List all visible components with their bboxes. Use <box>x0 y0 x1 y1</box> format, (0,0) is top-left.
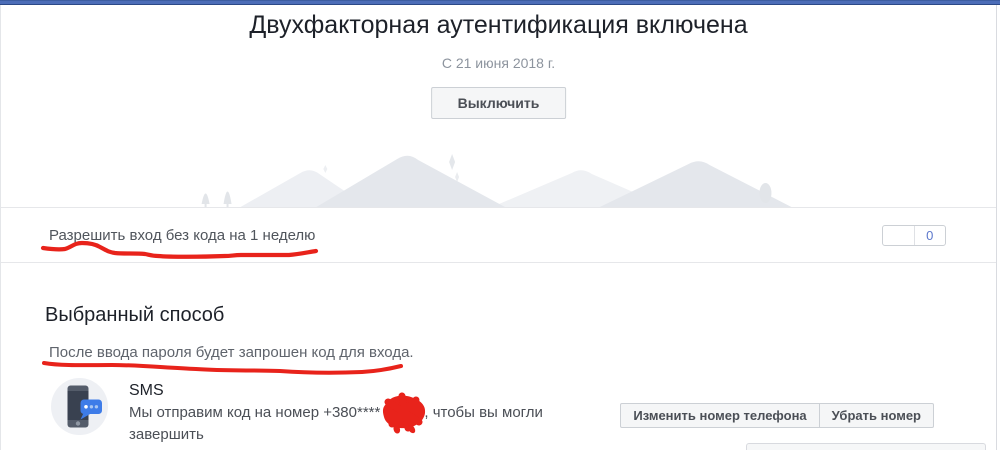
method-description: После ввода пароля будет запрошен код дл… <box>49 344 414 361</box>
passwordless-login-label: Разрешить вход без кода на 1 неделю <box>49 226 316 244</box>
settings-card: Двухфакторная аутентификация включена С … <box>0 5 997 450</box>
sms-desc-before-mask: Мы отправим код на номер +380**** <box>129 404 381 421</box>
turn-off-button[interactable]: Выключить <box>430 87 567 119</box>
remove-number-button[interactable]: Убрать номер <box>819 403 934 428</box>
change-phone-number-button[interactable]: Изменить номер телефона <box>620 403 820 428</box>
counter-value: 0 <box>926 227 934 243</box>
week-counter-control[interactable]: 0 <box>882 224 946 246</box>
masked-phone-digits <box>380 392 426 434</box>
page-title: Двухфакторная аутентификация включена <box>249 11 748 39</box>
sms-desc-line2: настройку. <box>129 448 202 450</box>
sms-method-description: Мы отправим код на номер +380**** , чтоб… <box>129 392 620 450</box>
sms-method-title: SMS <box>129 382 164 399</box>
passwordless-login-row: Разрешить вход без кода на 1 неделю 0 <box>1 207 996 263</box>
top-blue-bar <box>0 0 1000 5</box>
next-section-cutoff-panel <box>746 443 986 450</box>
enabled-since-text: С 21 июня 2018 г. <box>441 55 556 71</box>
counter-empty-cell[interactable] <box>883 225 915 245</box>
selected-method-heading: Выбранный способ <box>45 304 225 326</box>
mountains-illustration-icon <box>201 154 792 207</box>
sms-actions-group: Изменить номер телефона Убрать номер <box>620 403 934 428</box>
sms-desc-after-mask: , чтобы вы могли завершить <box>129 404 543 443</box>
sms-avatar <box>51 378 108 435</box>
phone-sms-icon <box>67 385 102 428</box>
sms-text-block: SMS Мы отправим код на номер +380**** , … <box>129 378 620 450</box>
sms-method-row: SMS Мы отправим код на номер +380**** , … <box>1 378 996 450</box>
